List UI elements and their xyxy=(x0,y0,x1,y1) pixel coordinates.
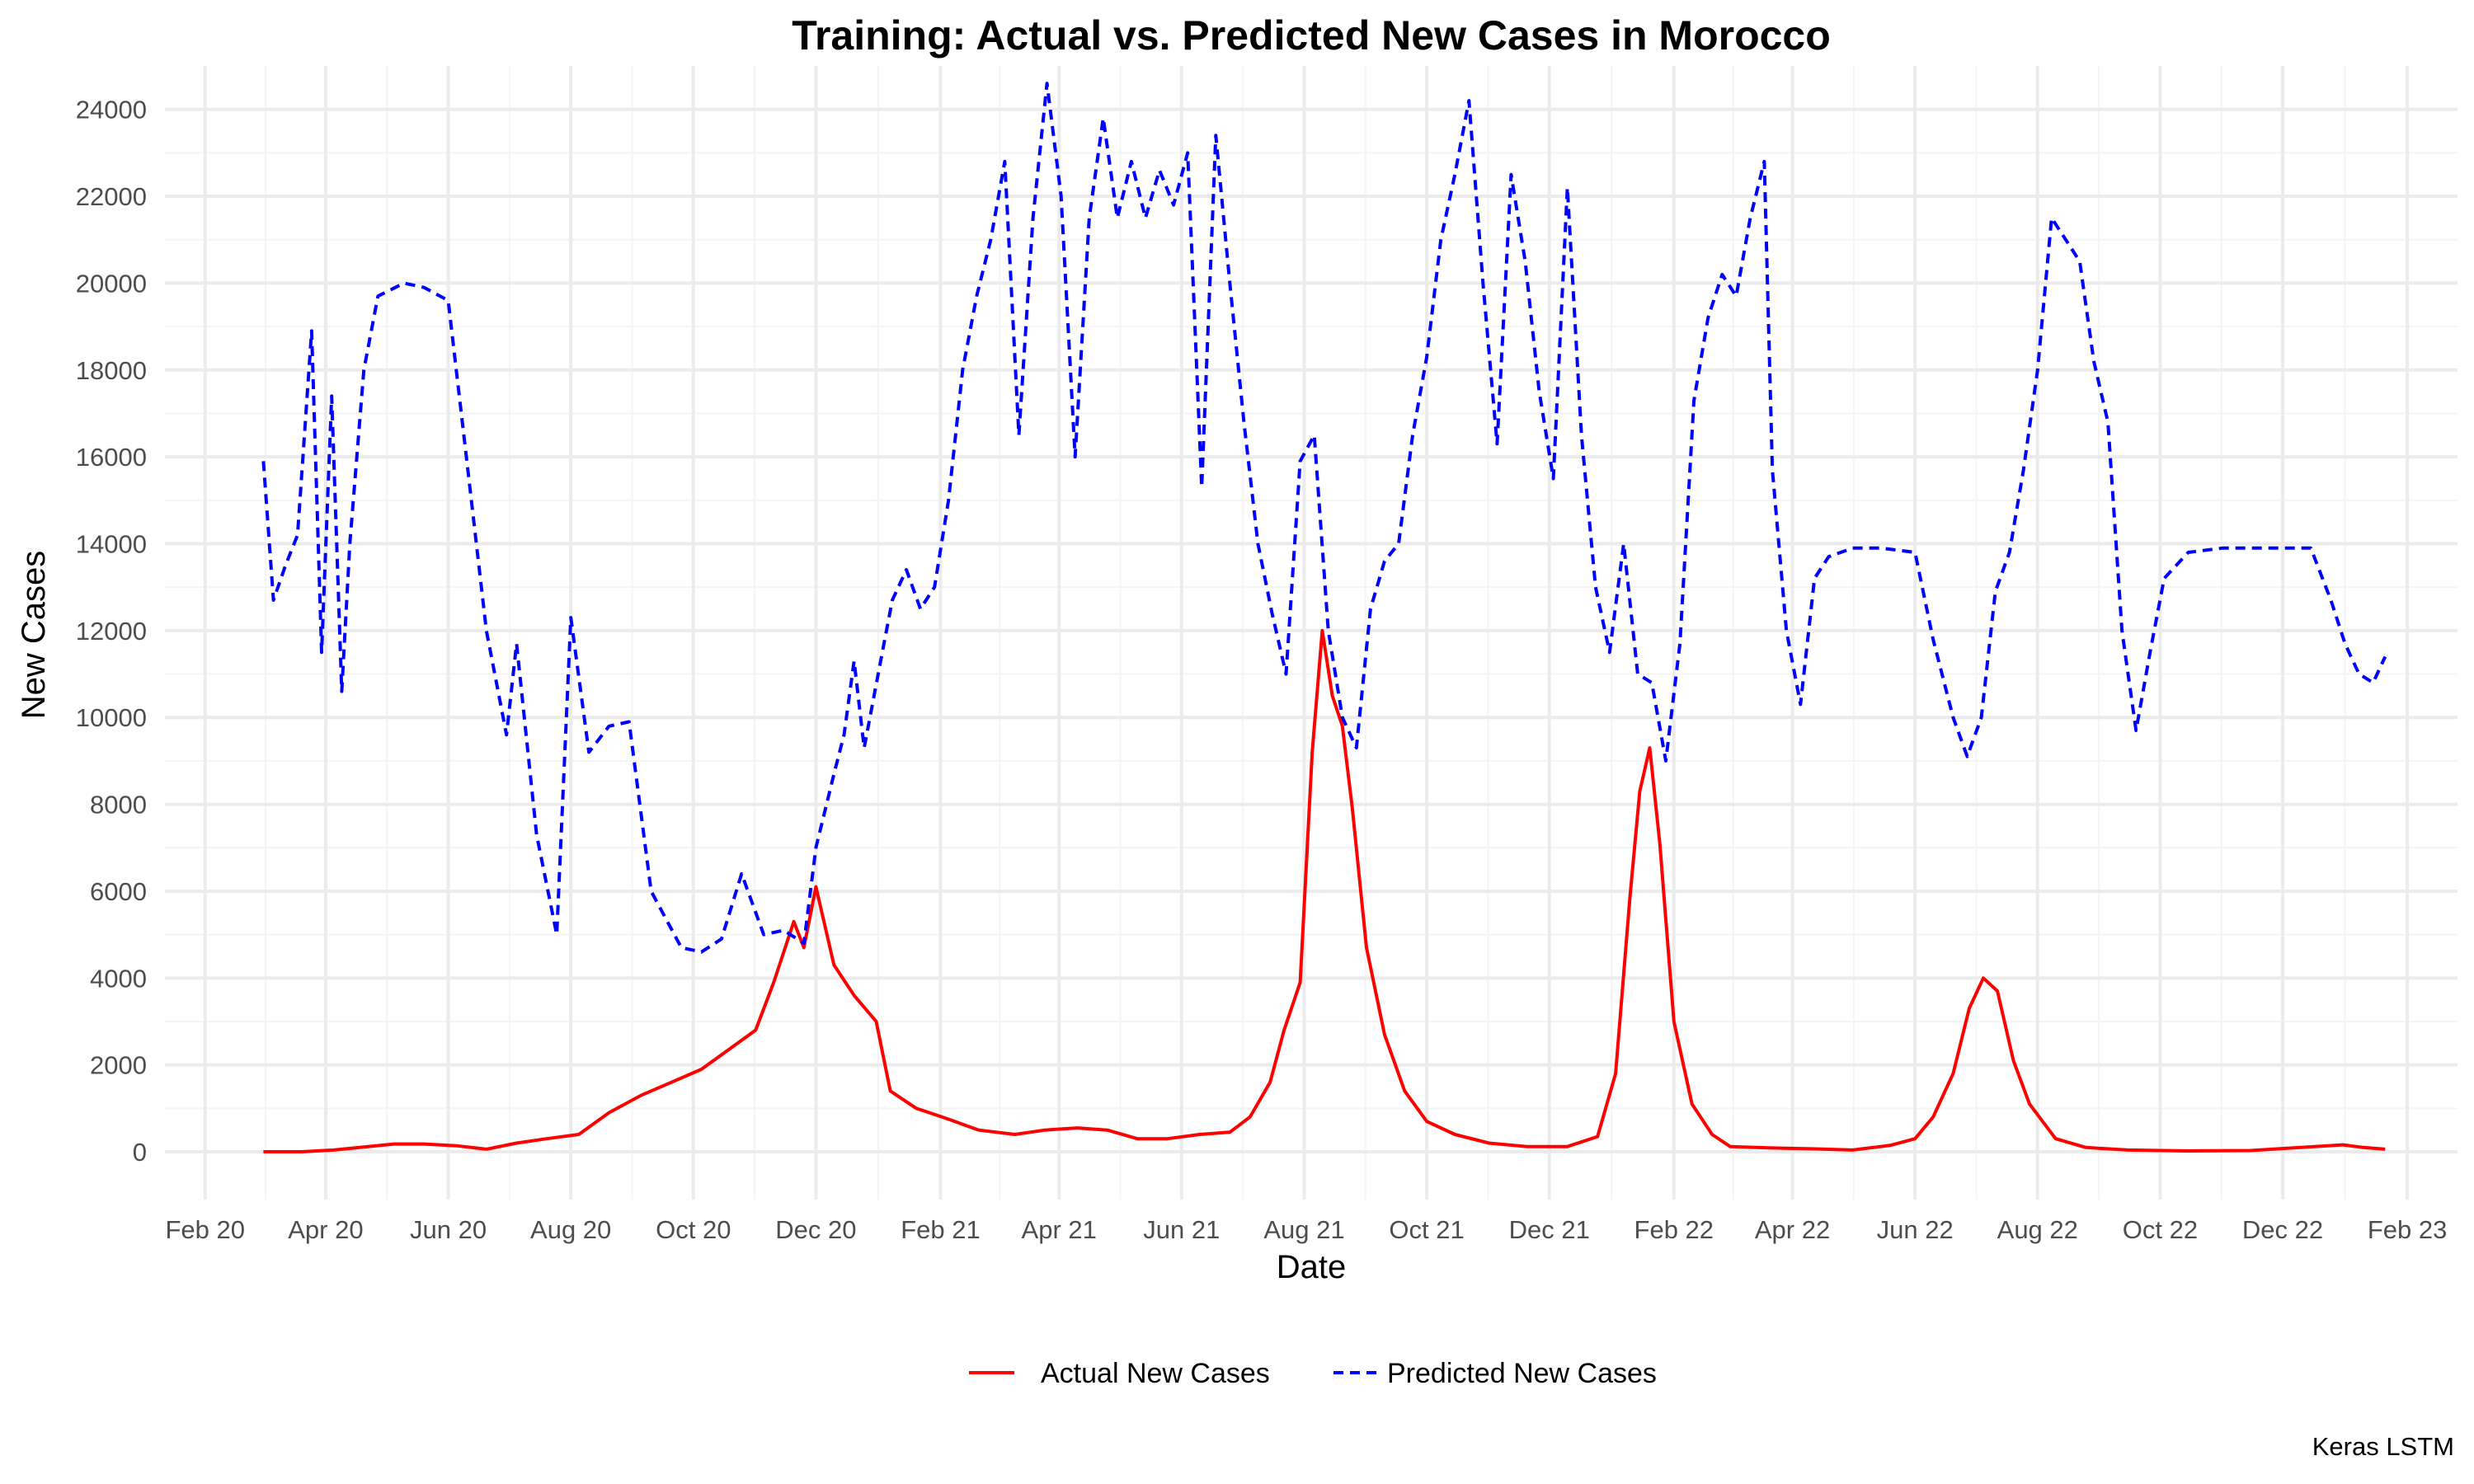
x-tick-label: Aug 20 xyxy=(530,1215,611,1244)
x-tick-label: Oct 22 xyxy=(2123,1215,2198,1244)
legend-label-predicted: Predicted New Cases xyxy=(1387,1358,1657,1389)
x-tick-label: Apr 22 xyxy=(1755,1215,1830,1244)
y-tick-label: 0 xyxy=(133,1138,147,1167)
x-tick-label: Aug 22 xyxy=(1997,1215,2078,1244)
x-tick-label: Jun 22 xyxy=(1877,1215,1954,1244)
y-tick-label: 10000 xyxy=(76,703,147,732)
series-line-predicted xyxy=(261,82,2387,954)
x-tick-label: Dec 21 xyxy=(1509,1215,1590,1244)
x-tick-label: Apr 21 xyxy=(1022,1215,1097,1244)
y-tick-label: 2000 xyxy=(90,1051,147,1080)
y-tick-label: 6000 xyxy=(90,877,147,906)
x-tick-label: Apr 20 xyxy=(288,1215,363,1244)
x-tick-label: Feb 23 xyxy=(2368,1215,2448,1244)
y-tick-label: 8000 xyxy=(90,791,147,819)
y-tick-label: 4000 xyxy=(90,964,147,993)
y-axis-title: New Cases xyxy=(16,551,52,720)
y-tick-label: 14000 xyxy=(76,530,147,559)
x-tick-label: Feb 20 xyxy=(165,1215,245,1244)
chart-caption: Keras LSTM xyxy=(2312,1432,2454,1461)
y-tick-label: 20000 xyxy=(76,269,147,298)
legend-label-actual: Actual New Cases xyxy=(1041,1358,1270,1389)
x-axis-ticks: Feb 20 Apr 20 Jun 20 Aug 20 Oct 20 Dec 20 Feb … xyxy=(165,1215,2447,1244)
x-axis-title: Date xyxy=(1277,1249,1347,1285)
x-tick-label: Feb 21 xyxy=(901,1215,981,1244)
y-axis-ticks: 0 2000 4000 6000 8000 10000 12000 14000 16000 180… xyxy=(76,96,147,1167)
legend: Actual New Cases Predicted New Cases xyxy=(969,1358,1657,1389)
x-tick-label: Oct 20 xyxy=(656,1215,731,1244)
x-tick-label: Jun 20 xyxy=(410,1215,487,1244)
y-tick-label: 16000 xyxy=(76,443,147,472)
series-lines xyxy=(261,82,2387,1153)
chart-title: Training: Actual vs. Predicted New Cases… xyxy=(792,12,1831,59)
y-tick-label: 22000 xyxy=(76,182,147,211)
y-tick-label: 12000 xyxy=(76,617,147,646)
series-line-actual xyxy=(263,628,2386,1153)
x-tick-label: Dec 22 xyxy=(2242,1215,2323,1244)
x-tick-label: Jun 21 xyxy=(1143,1215,1220,1244)
x-tick-label: Dec 20 xyxy=(775,1215,856,1244)
y-tick-label: 24000 xyxy=(76,96,147,124)
grid-lines xyxy=(165,66,2458,1200)
x-tick-label: Oct 21 xyxy=(1389,1215,1464,1244)
y-tick-label: 18000 xyxy=(76,356,147,385)
x-tick-label: Feb 22 xyxy=(1634,1215,1714,1244)
x-tick-label: Aug 21 xyxy=(1263,1215,1344,1244)
